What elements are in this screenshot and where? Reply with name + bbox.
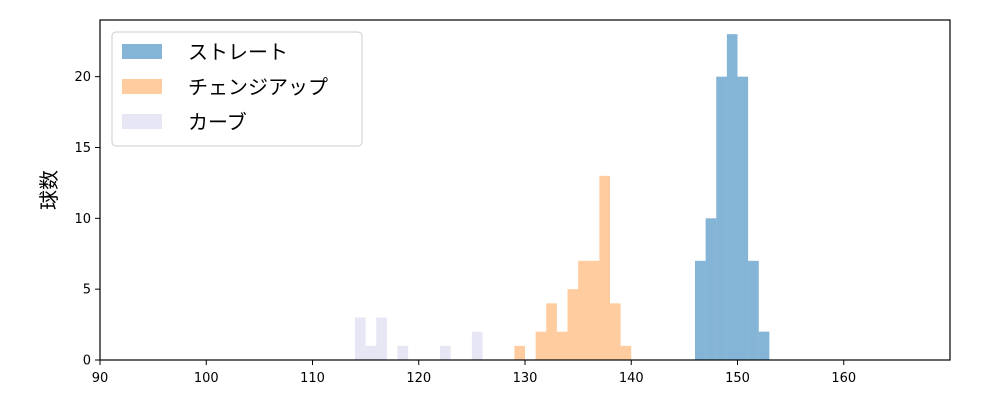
bar-series0-bin-147 bbox=[705, 218, 717, 360]
y-tick-label: 15 bbox=[74, 141, 91, 156]
y-axis-label: 球数 bbox=[37, 170, 61, 210]
x-tick-label: 120 bbox=[406, 371, 431, 386]
x-tick-label: 160 bbox=[831, 371, 856, 386]
y-tick-label: 5 bbox=[83, 283, 91, 298]
bar-series0-bin-149 bbox=[726, 34, 738, 361]
x-tick-label: 150 bbox=[725, 371, 750, 386]
bar-series2-bin-114 bbox=[355, 317, 366, 360]
bar-series1-bin-135 bbox=[578, 260, 589, 360]
bar-series1-bin-137 bbox=[599, 175, 610, 360]
bar-series1-bin-136 bbox=[588, 260, 600, 360]
bar-series1-bin-138 bbox=[610, 303, 621, 360]
bar-series2-bin-116 bbox=[376, 317, 387, 360]
bar-series0-bin-146 bbox=[695, 260, 706, 360]
y-axis-ticks: 0 5 10 15 20 bbox=[74, 70, 100, 369]
x-axis-ticks: 90 100 110 120 130 140 150 160 bbox=[92, 360, 856, 386]
legend-swatch-0 bbox=[122, 44, 162, 59]
x-tick-label: 110 bbox=[300, 371, 325, 386]
bar-series1-bin-132 bbox=[546, 303, 557, 360]
y-tick-label: 20 bbox=[74, 70, 91, 85]
bar-series1-bin-131 bbox=[535, 331, 547, 360]
bars-layer bbox=[355, 34, 770, 361]
x-tick-label: 100 bbox=[194, 371, 219, 386]
bar-series1-bin-133 bbox=[556, 331, 568, 360]
y-tick-label: 0 bbox=[83, 354, 91, 369]
bar-series0-bin-151 bbox=[748, 260, 759, 360]
bar-series0-bin-148 bbox=[716, 76, 727, 361]
bar-series1-bin-134 bbox=[567, 289, 579, 360]
bar-series2-bin-125 bbox=[471, 331, 483, 360]
bar-series0-bin-152 bbox=[758, 331, 770, 360]
legend-box bbox=[111, 31, 363, 147]
legend-swatch-2 bbox=[122, 114, 162, 129]
bar-series1-bin-139 bbox=[620, 345, 632, 360]
bar-series0-bin-150 bbox=[737, 76, 749, 361]
legend-label-0: ストレート bbox=[188, 40, 288, 64]
legend-label-2: カーブ bbox=[188, 110, 247, 134]
legend-swatch-1 bbox=[122, 79, 162, 94]
legend-label-1: チェンジアップ bbox=[188, 75, 328, 99]
bar-series1-bin-129 bbox=[514, 345, 525, 360]
bar-series2-bin-118 bbox=[397, 345, 409, 360]
x-tick-label: 90 bbox=[92, 371, 109, 386]
y-tick-label: 10 bbox=[74, 212, 91, 227]
bar-series2-bin-122 bbox=[440, 345, 451, 360]
x-tick-label: 140 bbox=[619, 371, 644, 386]
bar-series2-bin-115 bbox=[365, 345, 377, 360]
x-tick-label: 130 bbox=[513, 371, 538, 386]
